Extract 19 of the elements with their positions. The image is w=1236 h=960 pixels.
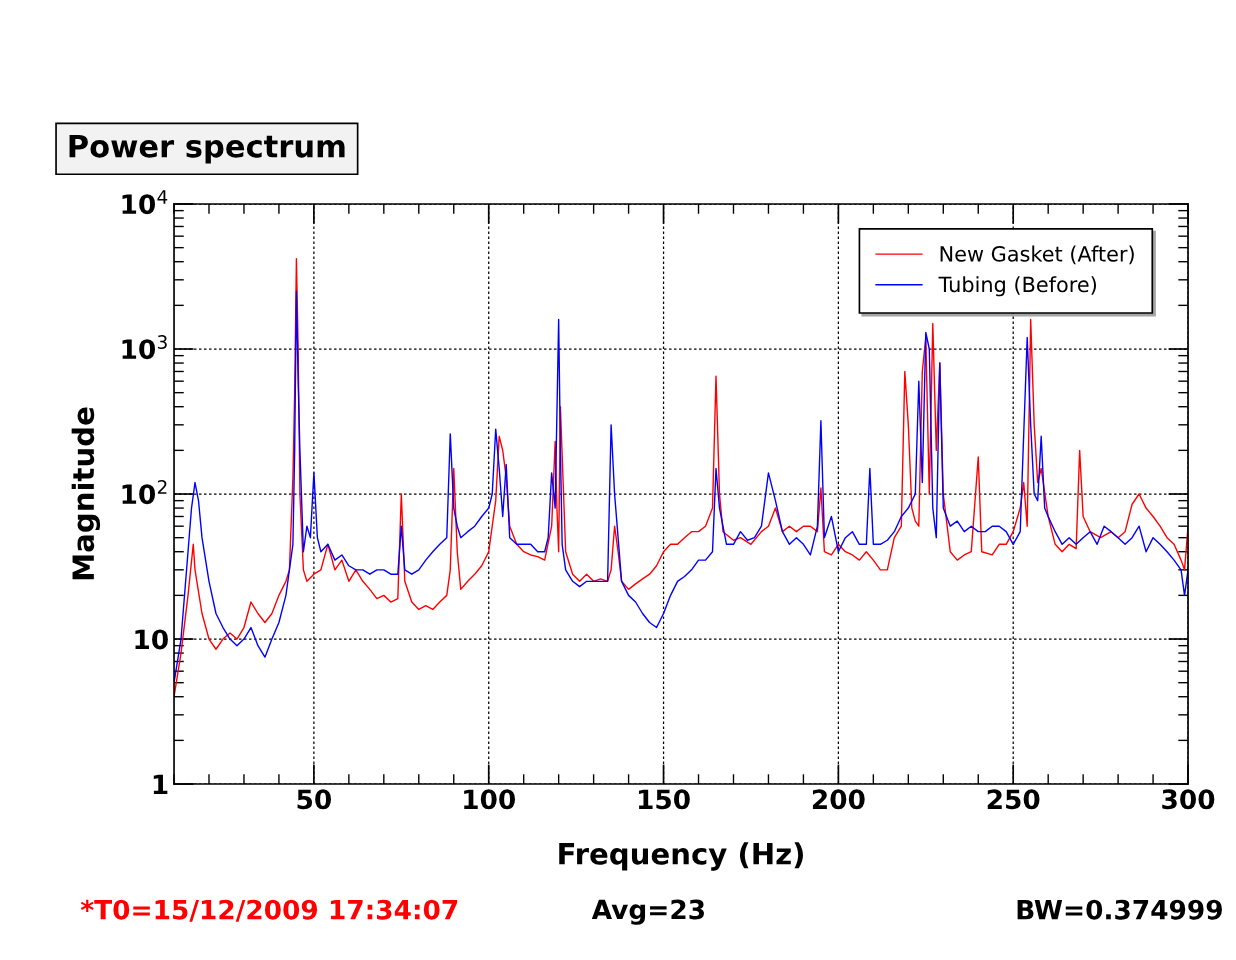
y-axis-title: Magnitude	[71, 407, 101, 580]
text: *T0=15/12/2009 17:34:07	[80, 899, 458, 922]
x-tick-label: 50	[297, 789, 331, 810]
text: BW=0.374999	[1017, 899, 1222, 920]
x-tick-label: 150	[638, 789, 690, 810]
chart-title: Power spectrum	[69, 134, 345, 164]
x-axis-title: Frequency (Hz)	[559, 842, 803, 871]
y-tick-label: 10	[135, 629, 168, 650]
y-tick-label: 1	[153, 774, 168, 795]
y-tick-label: 10$^{3}$	[122, 335, 167, 360]
x-tick-label: 250	[987, 789, 1040, 810]
legend-label: New Gasket (After)	[940, 245, 1134, 265]
y-tick-label: 10$^{2}$	[122, 480, 167, 505]
text: Avg=23	[591, 899, 704, 925]
x-tick-label: 200	[812, 789, 865, 810]
y-tick-label: 10$^{4}$	[122, 190, 168, 215]
legend-label: Tubing (Before)	[938, 276, 1097, 297]
x-tick-label: 300	[1162, 789, 1215, 810]
x-tick-label: 100	[464, 789, 515, 810]
